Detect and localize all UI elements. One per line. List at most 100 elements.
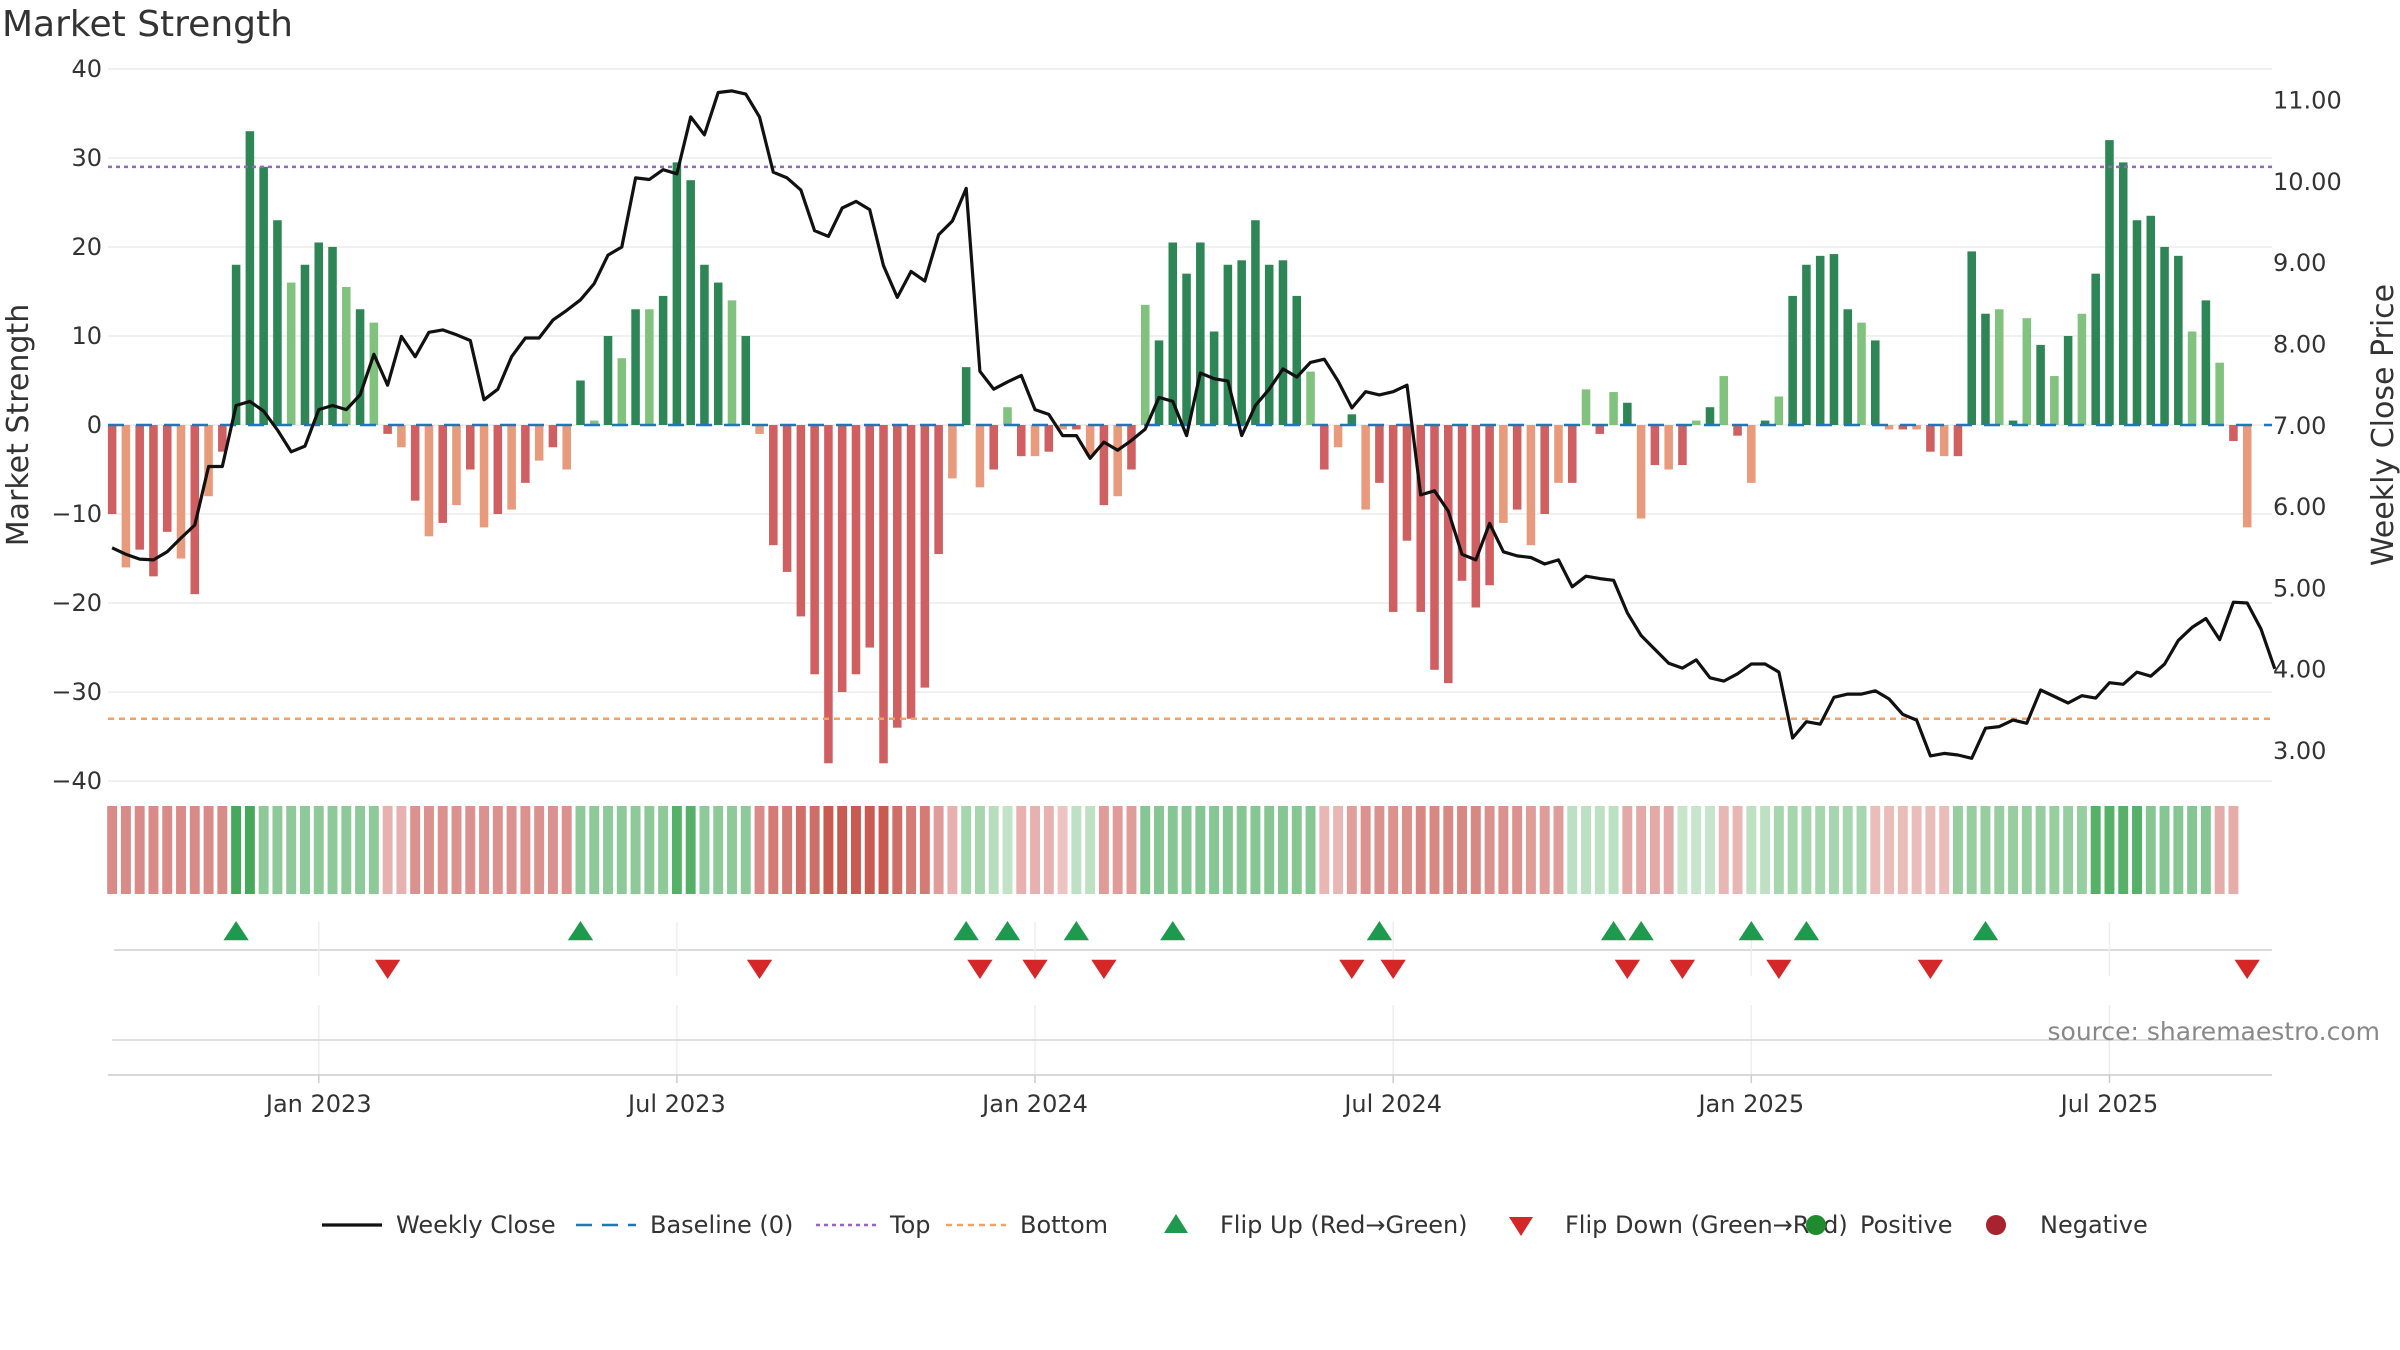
strip-cell bbox=[974, 806, 985, 894]
legend-item: Top bbox=[816, 1211, 931, 1239]
strength-bar bbox=[1375, 425, 1384, 483]
strip-cell bbox=[878, 806, 889, 894]
strength-bar bbox=[1030, 425, 1040, 457]
strip-cell bbox=[2021, 806, 2032, 894]
strip-cell bbox=[919, 806, 930, 894]
legend-item: Bottom bbox=[946, 1211, 1108, 1239]
strip-cell bbox=[217, 806, 228, 894]
strength-bar bbox=[1595, 425, 1605, 434]
strength-bar bbox=[1705, 407, 1715, 425]
flip-down-marker bbox=[374, 959, 401, 979]
strip-cell bbox=[520, 806, 531, 894]
strip-cell bbox=[506, 806, 517, 894]
strength-bar bbox=[975, 425, 985, 488]
strength-bar bbox=[1044, 425, 1054, 452]
strip-cell bbox=[671, 806, 682, 894]
flip-up-marker bbox=[1972, 921, 1999, 941]
strip-cell bbox=[1994, 806, 2005, 894]
strength-bar bbox=[1815, 255, 1825, 425]
flip-up-marker bbox=[1160, 921, 1186, 941]
strength-bar bbox=[1127, 425, 1136, 470]
strength-bar bbox=[961, 367, 971, 425]
strength-bar bbox=[893, 425, 902, 728]
strength-bar bbox=[782, 425, 792, 572]
legend-label: Weekly Close bbox=[396, 1211, 556, 1239]
strip-cell bbox=[1250, 806, 1261, 894]
strength-bar bbox=[1444, 425, 1453, 684]
strip-cell bbox=[1815, 806, 1826, 894]
strip-cell bbox=[2173, 806, 2184, 894]
strength-bar bbox=[1939, 425, 1949, 457]
strength-bar bbox=[1402, 425, 1412, 541]
strip-cell bbox=[1801, 806, 1812, 894]
y-left-tick-label: 10 bbox=[71, 322, 102, 350]
strength-bar bbox=[259, 166, 268, 425]
y-left-tick-label: −30 bbox=[51, 678, 102, 706]
strength-bar bbox=[851, 425, 861, 675]
strength-bar bbox=[2132, 220, 2142, 425]
strip-cell bbox=[1388, 806, 1399, 894]
strength-bar bbox=[521, 425, 530, 483]
strip-cell bbox=[120, 806, 131, 894]
chart-title: Market Strength bbox=[2, 4, 293, 45]
strip-cell bbox=[479, 806, 490, 894]
strength-bar bbox=[507, 425, 516, 510]
flip-markers bbox=[114, 921, 2272, 979]
strip-cell bbox=[1360, 806, 1371, 894]
left-axis: 40 30 20 10 0 −10 −20 −30 −40 Market Strength bbox=[1, 55, 102, 795]
strip-cell bbox=[1443, 806, 1454, 894]
strip-cell bbox=[1167, 806, 1178, 894]
strip-cell bbox=[1264, 806, 1275, 894]
strip-cell bbox=[1291, 806, 1302, 894]
strength-bar bbox=[135, 425, 144, 550]
strip-cell bbox=[1470, 806, 1481, 894]
source-note: source: sharemaestro.com bbox=[2048, 1017, 2381, 1046]
strength-bar bbox=[1747, 425, 1756, 483]
strength-bar bbox=[2201, 300, 2211, 425]
strength-bar bbox=[2174, 255, 2183, 425]
strength-bar bbox=[534, 425, 544, 461]
strip-cell bbox=[1952, 806, 1963, 894]
strength-bar bbox=[1526, 425, 1536, 546]
strip-cell bbox=[906, 806, 917, 894]
strip-cell bbox=[658, 806, 669, 894]
legend-label: Flip Up (Red→Green) bbox=[1220, 1211, 1468, 1239]
strength-bar bbox=[1388, 425, 1398, 612]
strength-bar bbox=[1760, 420, 1770, 425]
strength-bar bbox=[603, 335, 613, 425]
strength-bar bbox=[479, 425, 489, 528]
flip-down-marker bbox=[1339, 959, 1365, 979]
strip-cell bbox=[1677, 806, 1688, 894]
strength-bar bbox=[2050, 376, 2059, 425]
strength-bar bbox=[1416, 425, 1425, 612]
strip-cell bbox=[740, 806, 751, 894]
flip-down-marker bbox=[2234, 959, 2260, 979]
strip-cell bbox=[561, 806, 572, 894]
strip-cell bbox=[341, 806, 352, 894]
strip-cell bbox=[1829, 806, 1839, 894]
strip-cell bbox=[134, 806, 145, 894]
strip-cell bbox=[1195, 806, 1206, 894]
legend-item: Negative bbox=[1986, 1211, 2148, 1239]
strip-cell bbox=[396, 806, 407, 894]
strip-cell bbox=[1663, 806, 1674, 894]
strip-cell bbox=[1553, 806, 1564, 894]
strength-bar bbox=[1994, 309, 2004, 425]
strip-cell bbox=[644, 806, 655, 894]
strip-cell bbox=[1030, 806, 1040, 894]
flip-down-marker bbox=[1091, 959, 1117, 979]
strength-bar bbox=[1333, 425, 1343, 448]
strength-bar bbox=[300, 264, 310, 425]
y-right-title: Weekly Close Price bbox=[2366, 284, 2400, 566]
strength-bar bbox=[149, 425, 158, 577]
strength-bar bbox=[920, 425, 930, 688]
strip-cell bbox=[1429, 806, 1440, 894]
strength-bar bbox=[1774, 396, 1784, 425]
strip-cell bbox=[1346, 806, 1357, 894]
strength-bar bbox=[1072, 425, 1081, 430]
strip-cell bbox=[2145, 806, 2156, 894]
strength-bar bbox=[2105, 140, 2114, 425]
strength-bar bbox=[273, 220, 282, 425]
legend-item: Baseline (0) bbox=[576, 1211, 793, 1239]
strength-bar bbox=[879, 425, 888, 764]
